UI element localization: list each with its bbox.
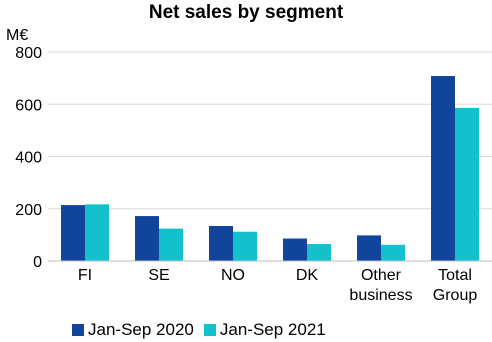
bar-2021 (159, 228, 183, 261)
x-tick-labels: FI SE NO DK Other business Total Group (78, 267, 477, 304)
y-tick-label: 400 (15, 150, 42, 167)
chart-title: Net sales by segment (148, 2, 344, 23)
bar-2021 (307, 244, 331, 261)
y-tick-labels: 0 200 400 600 800 (15, 45, 42, 271)
x-tick-label: NO (221, 267, 245, 284)
x-tick-label: FI (78, 267, 92, 284)
legend-label-2021: Jan-Sep 2021 (219, 320, 326, 339)
legend-item-2020: Jan-Sep 2020 (72, 320, 194, 340)
bar-2020 (61, 205, 85, 261)
gridlines (48, 51, 492, 210)
x-tick-label: SE (148, 267, 169, 284)
y-tick-label: 800 (15, 45, 42, 62)
bar-2021 (455, 107, 479, 261)
legend-item-2021: Jan-Sep 2021 (203, 320, 326, 340)
bar-2021 (85, 204, 109, 261)
bar-2020 (357, 235, 381, 261)
legend-swatch-2021 (203, 324, 216, 336)
bar-2021 (233, 231, 257, 261)
x-tick-label: Other business (349, 267, 412, 304)
bar-2020 (135, 216, 159, 261)
legend: Jan-Sep 2020 Jan-Sep 2021 (72, 320, 326, 340)
y-axis-label: M€ (6, 27, 28, 44)
bar-2020 (283, 238, 307, 261)
bar-2020 (431, 76, 455, 261)
bars (61, 76, 479, 261)
y-tick-label: 600 (15, 97, 42, 114)
legend-label-2020: Jan-Sep 2020 (88, 320, 194, 339)
bar-2021 (381, 244, 405, 261)
y-tick-label: 200 (15, 202, 42, 219)
bar-2020 (209, 225, 233, 261)
x-tick-label: DK (296, 267, 319, 284)
legend-swatch-2020 (72, 324, 84, 336)
y-tick-label: 0 (33, 254, 42, 271)
x-tick-label: Total Group (433, 267, 478, 304)
